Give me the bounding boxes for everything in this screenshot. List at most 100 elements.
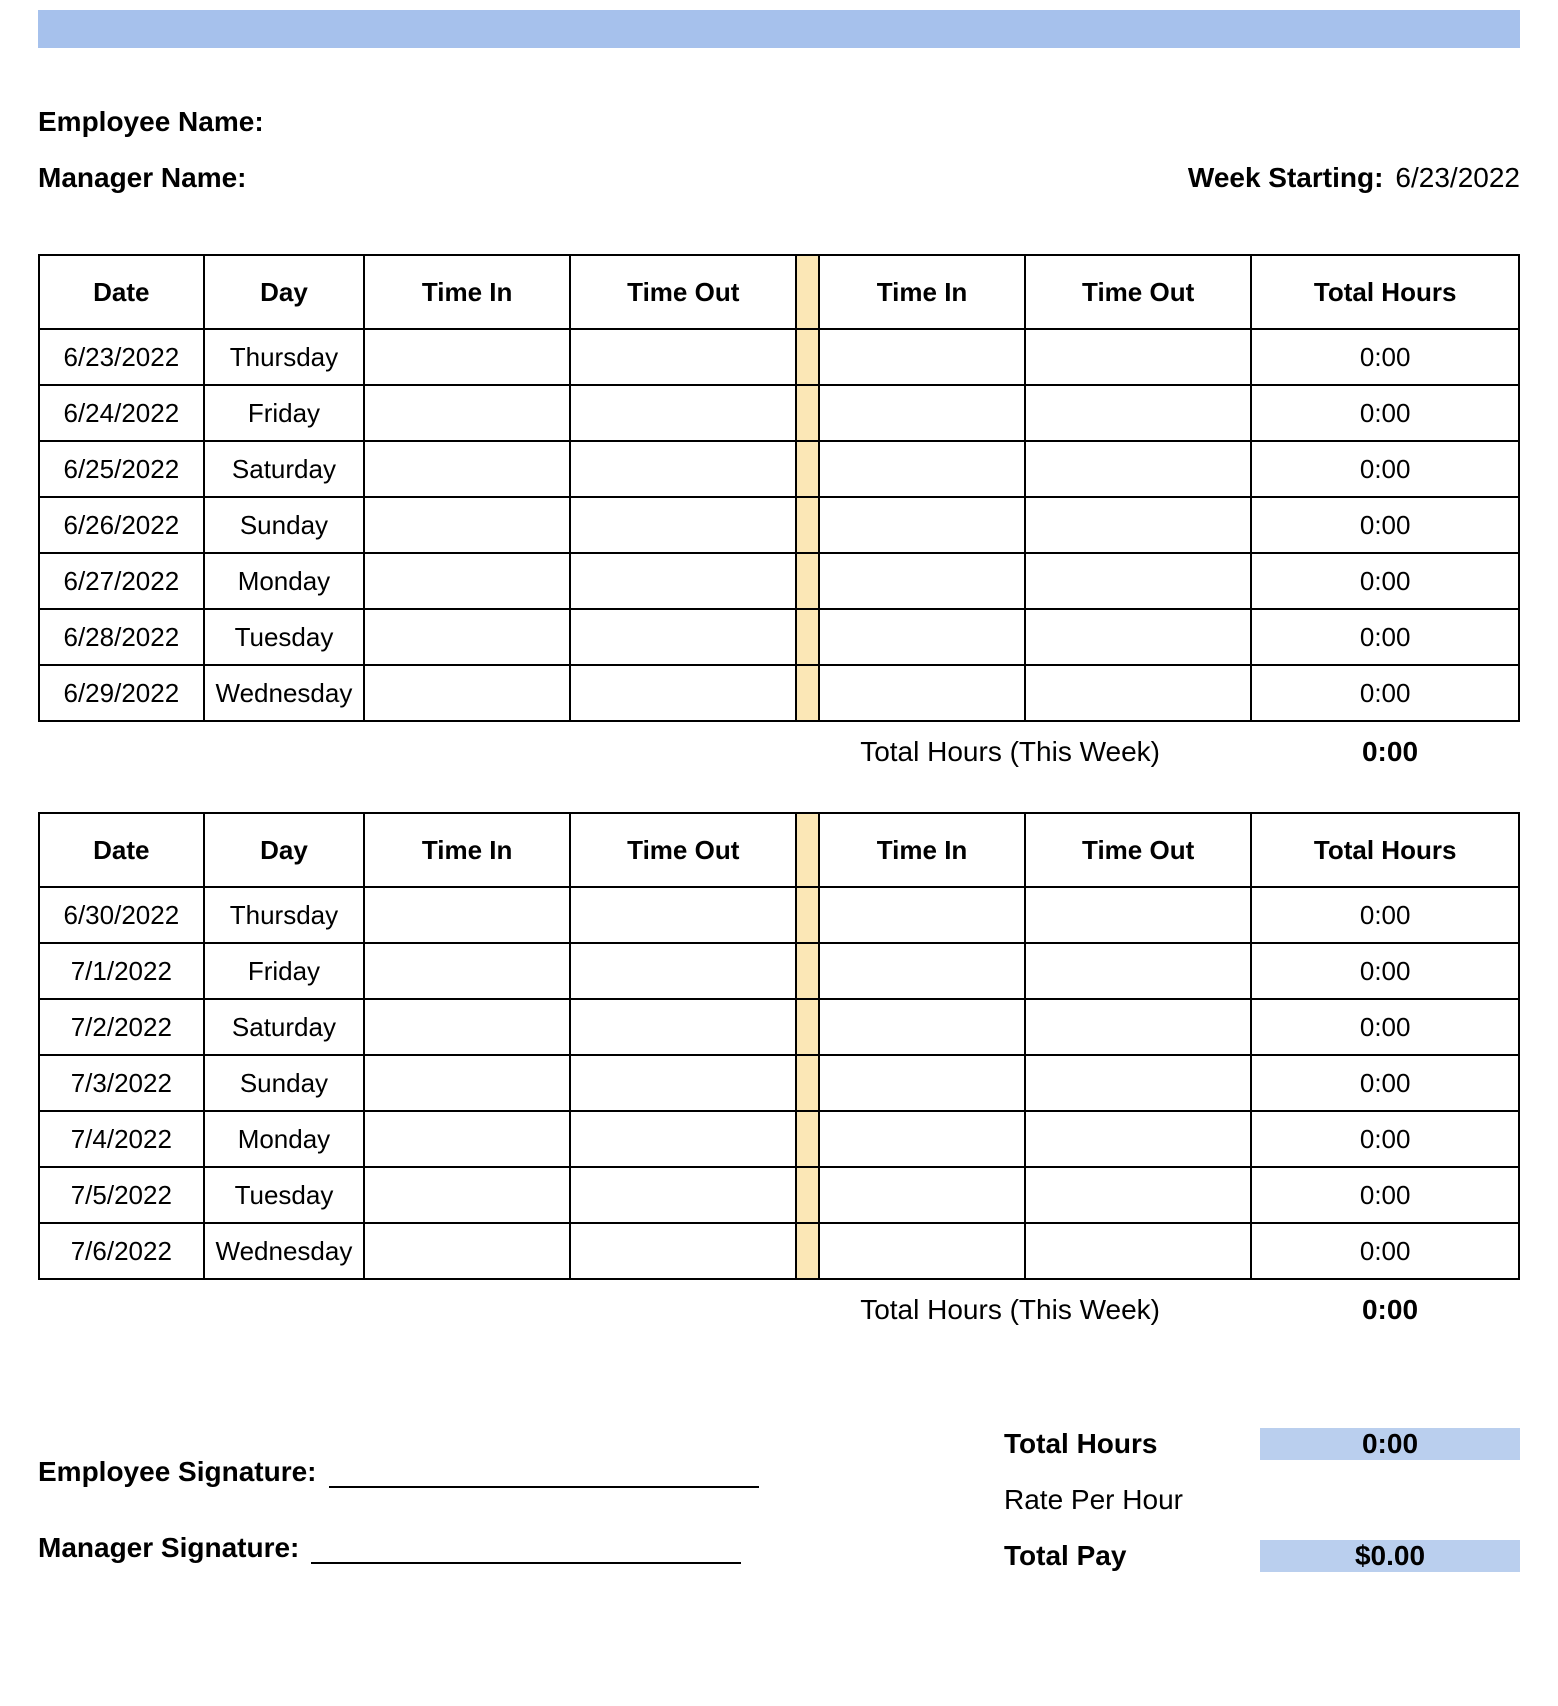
- cell-time-in: [364, 553, 570, 609]
- cell-date: 7/6/2022: [39, 1223, 204, 1279]
- cell-day: Friday: [204, 385, 365, 441]
- cell-time-in: [364, 943, 570, 999]
- cell-date: 6/24/2022: [39, 385, 204, 441]
- cell-time-in2: [819, 1167, 1025, 1223]
- rate-per-hour-label: Rate Per Hour: [1000, 1484, 1260, 1516]
- timesheet-table-week2: Date Day Time In Time Out Time In Time O…: [38, 812, 1520, 1280]
- table-row: 6/30/2022Thursday0:00: [39, 887, 1519, 943]
- cell-time-in2: [819, 943, 1025, 999]
- employee-name-label: Employee Name:: [38, 106, 264, 138]
- table-row: 7/1/2022Friday0:00: [39, 943, 1519, 999]
- table-header-row: Date Day Time In Time Out Time In Time O…: [39, 813, 1519, 887]
- cell-time-in: [364, 665, 570, 721]
- cell-time-in: [364, 1167, 570, 1223]
- cell-total: 0:00: [1251, 665, 1519, 721]
- table-row: 6/23/2022Thursday0:00: [39, 329, 1519, 385]
- th-time-out: Time Out: [570, 813, 796, 887]
- cell-total: 0:00: [1251, 1167, 1519, 1223]
- cell-gap: [796, 441, 819, 497]
- cell-time-out2: [1025, 497, 1251, 553]
- cell-total: 0:00: [1251, 329, 1519, 385]
- week1-total-label: Total Hours (This Week): [38, 736, 1260, 768]
- employee-signature-label: Employee Signature:: [38, 1456, 317, 1488]
- cell-time-in: [364, 329, 570, 385]
- th-time-in2: Time In: [819, 255, 1025, 329]
- week1-total-row: Total Hours (This Week) 0:00: [38, 736, 1520, 768]
- cell-day: Tuesday: [204, 1167, 365, 1223]
- week2-total-value: 0:00: [1260, 1294, 1520, 1326]
- th-date: Date: [39, 813, 204, 887]
- cell-day: Saturday: [204, 999, 365, 1055]
- th-time-in2: Time In: [819, 813, 1025, 887]
- cell-time-in: [364, 497, 570, 553]
- cell-total: 0:00: [1251, 1223, 1519, 1279]
- th-day: Day: [204, 813, 365, 887]
- footer: Employee Signature: Manager Signature: T…: [38, 1416, 1520, 1608]
- table-row: 6/27/2022Monday 0:00: [39, 553, 1519, 609]
- cell-time-out: [570, 999, 796, 1055]
- cell-time-in2: [819, 553, 1025, 609]
- manager-signature-label: Manager Signature:: [38, 1532, 299, 1564]
- cell-time-in: [364, 441, 570, 497]
- cell-gap: [796, 1111, 819, 1167]
- total-hours-label: Total Hours: [1000, 1428, 1260, 1460]
- total-pay-value: $0.00: [1260, 1540, 1520, 1572]
- table-row: 6/28/2022Tuesday0:00: [39, 609, 1519, 665]
- cell-gap: [796, 1055, 819, 1111]
- cell-date: 6/26/2022: [39, 497, 204, 553]
- week-starting-label: Week Starting:: [1188, 162, 1384, 194]
- cell-gap: [796, 385, 819, 441]
- cell-time-out: [570, 943, 796, 999]
- cell-time-out2: [1025, 887, 1251, 943]
- table-row: 6/24/2022Friday 0:00: [39, 385, 1519, 441]
- cell-day: Thursday: [204, 887, 365, 943]
- cell-time-out2: [1025, 1167, 1251, 1223]
- cell-time-in: [364, 385, 570, 441]
- cell-time-in: [364, 1223, 570, 1279]
- cell-time-in: [364, 1111, 570, 1167]
- cell-total: 0:00: [1251, 609, 1519, 665]
- timesheet-table-week1: Date Day Time In Time Out Time In Time O…: [38, 254, 1520, 722]
- cell-gap: [796, 609, 819, 665]
- table-row: 6/29/2022Wednesday0:00: [39, 665, 1519, 721]
- th-time-in: Time In: [364, 255, 570, 329]
- cell-time-out: [570, 1223, 796, 1279]
- cell-time-in2: [819, 999, 1025, 1055]
- cell-time-out: [570, 609, 796, 665]
- th-total-hours: Total Hours: [1251, 813, 1519, 887]
- cell-total: 0:00: [1251, 553, 1519, 609]
- cell-date: 7/2/2022: [39, 999, 204, 1055]
- cell-gap: [796, 999, 819, 1055]
- cell-date: 6/27/2022: [39, 553, 204, 609]
- cell-time-out2: [1025, 609, 1251, 665]
- cell-time-in: [364, 609, 570, 665]
- th-total-hours: Total Hours: [1251, 255, 1519, 329]
- cell-day: Sunday: [204, 1055, 365, 1111]
- cell-time-in2: [819, 497, 1025, 553]
- cell-total: 0:00: [1251, 385, 1519, 441]
- info-block: Employee Name: Manager Name: Week Starti…: [38, 106, 1520, 194]
- cell-time-in2: [819, 1223, 1025, 1279]
- manager-signature-line: [311, 1534, 741, 1564]
- cell-total: 0:00: [1251, 1055, 1519, 1111]
- cell-time-in2: [819, 441, 1025, 497]
- cell-time-out2: [1025, 943, 1251, 999]
- cell-total: 0:00: [1251, 999, 1519, 1055]
- cell-time-in2: [819, 385, 1025, 441]
- cell-date: 6/30/2022: [39, 887, 204, 943]
- header-bar: [38, 10, 1520, 48]
- cell-time-out: [570, 385, 796, 441]
- cell-total: 0:00: [1251, 497, 1519, 553]
- cell-day: Wednesday: [204, 665, 365, 721]
- cell-time-out2: [1025, 1111, 1251, 1167]
- signature-column: Employee Signature: Manager Signature:: [38, 1416, 828, 1608]
- cell-day: Saturday: [204, 441, 365, 497]
- th-time-out: Time Out: [570, 255, 796, 329]
- cell-time-out: [570, 1111, 796, 1167]
- cell-day: Friday: [204, 943, 365, 999]
- cell-day: Monday: [204, 553, 365, 609]
- th-time-in: Time In: [364, 813, 570, 887]
- cell-day: Tuesday: [204, 609, 365, 665]
- cell-date: 7/5/2022: [39, 1167, 204, 1223]
- cell-time-out2: [1025, 553, 1251, 609]
